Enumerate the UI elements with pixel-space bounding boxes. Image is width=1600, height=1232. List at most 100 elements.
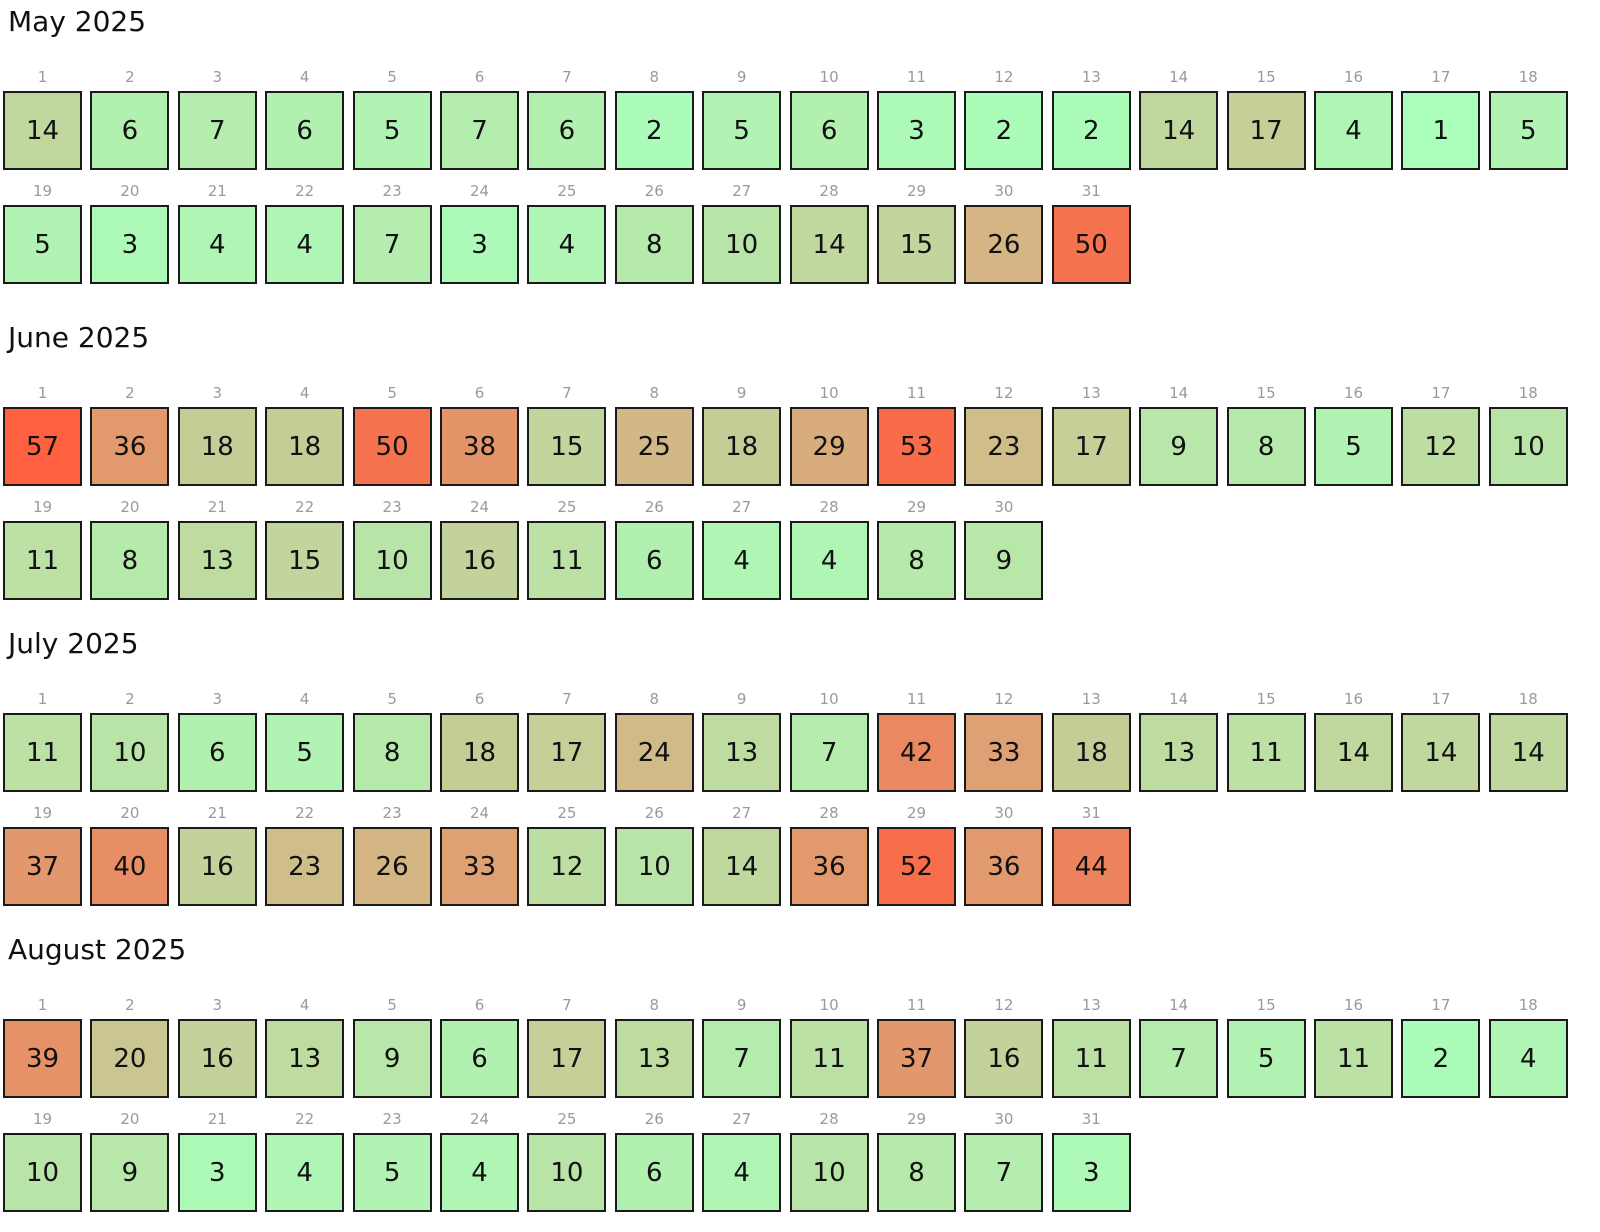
day-number: 6 — [474, 996, 485, 1014]
day-number: 31 — [1081, 804, 1101, 822]
day: 29 8 — [877, 498, 956, 600]
day-value-cell: 7 — [1139, 1019, 1219, 1098]
day-number: 29 — [906, 498, 927, 516]
day-number: 9 — [736, 384, 747, 402]
day: 12 23 — [964, 384, 1044, 486]
day-number: 20 — [120, 182, 140, 200]
day: 27 4 — [702, 498, 782, 600]
day-number: 4 — [299, 690, 310, 708]
day-value-cell: 7 — [702, 1019, 782, 1098]
day-number: 5 — [387, 996, 397, 1014]
day-number: 25 — [557, 804, 577, 822]
day: 14 14 — [1139, 68, 1219, 170]
day: 13 11 — [1051, 996, 1131, 1098]
day-value-cell: 6 — [177, 713, 257, 792]
day-value-cell: 5 — [1314, 407, 1393, 486]
day-value-cell: 44 — [1051, 827, 1131, 906]
day-value-cell: 2 — [1401, 1019, 1481, 1098]
month-section: July 2025 1 11 2 10 3 6 4 5 5 8 6 18 7 17 8 24 9 13 10 7 11 42… — [0, 626, 1600, 926]
day-value-cell: 5 — [1226, 1019, 1306, 1098]
day-value-cell: 12 — [527, 827, 607, 906]
day: 10 6 — [789, 68, 869, 170]
day-number: 17 — [1431, 690, 1451, 708]
day-value-cell: 18 — [1051, 713, 1131, 792]
day: 11 53 — [877, 384, 956, 486]
day-number: 12 — [994, 384, 1014, 402]
day: 14 7 — [1139, 996, 1219, 1098]
day-value-cell: 10 — [3, 1133, 82, 1212]
day-value-cell: 6 — [90, 91, 170, 170]
day-number: 31 — [1081, 1110, 1101, 1128]
day-value-cell: 36 — [90, 407, 170, 486]
day: 29 8 — [877, 1110, 956, 1212]
day: 22 4 — [265, 182, 345, 284]
day-value-cell: 5 — [352, 1133, 432, 1212]
day-value-cell: 38 — [440, 407, 519, 486]
day: 3 18 — [177, 384, 257, 486]
day-number: 5 — [387, 384, 397, 402]
day: 26 8 — [614, 182, 694, 284]
month-section: August 2025 1 39 2 20 3 16 4 13 5 9 6 6 7 17 8 13 9 7 10 11 1… — [0, 932, 1600, 1232]
day-number: 31 — [1081, 182, 1101, 200]
day: 21 4 — [177, 182, 257, 284]
day-number: 14 — [1169, 996, 1189, 1014]
day-value-cell: 10 — [527, 1133, 607, 1212]
day-number: 2 — [125, 690, 135, 708]
day-value-cell: 6 — [265, 91, 345, 170]
day-number: 10 — [819, 68, 839, 86]
day-number: 8 — [649, 996, 660, 1014]
day: 4 18 — [265, 384, 345, 486]
day-number: 20 — [120, 498, 140, 516]
day: 22 15 — [265, 498, 345, 600]
day: 29 15 — [877, 182, 956, 284]
day-value-cell: 7 — [964, 1133, 1044, 1212]
day-value-cell: 4 — [265, 1133, 345, 1212]
day-value-cell: 14 — [789, 205, 869, 284]
day: 8 24 — [614, 690, 694, 792]
day-value-cell: 8 — [877, 521, 956, 600]
day-value-cell: 7 — [440, 91, 519, 170]
day-number: 4 — [299, 68, 310, 86]
day-number: 21 — [207, 804, 227, 822]
day: 10 11 — [789, 996, 869, 1098]
day-number: 17 — [1431, 68, 1451, 86]
day-value-cell: 9 — [352, 1019, 432, 1098]
day-value-cell: 14 — [3, 91, 82, 170]
day: 7 17 — [527, 690, 607, 792]
day: 26 6 — [614, 1110, 694, 1212]
day: 23 7 — [352, 182, 432, 284]
day: 25 12 — [527, 804, 607, 906]
day-number: 28 — [819, 182, 839, 200]
day-value-cell: 14 — [1401, 713, 1481, 792]
day-number: 11 — [906, 996, 927, 1014]
day-value-cell: 57 — [3, 407, 82, 486]
day-number: 6 — [474, 690, 485, 708]
day: 15 11 — [1226, 690, 1306, 792]
day-number: 13 — [1081, 996, 1101, 1014]
day-value-cell: 6 — [527, 91, 607, 170]
day-number: 26 — [644, 498, 664, 516]
day-value-cell: 13 — [614, 1019, 694, 1098]
day-number: 6 — [474, 68, 485, 86]
day-value-cell: 6 — [789, 91, 869, 170]
month-section: June 2025 1 57 2 36 3 18 4 18 5 50 6 38 7 15 8 25 9 18 10 29… — [0, 320, 1600, 620]
day: 17 1 — [1401, 68, 1481, 170]
day: 6 18 — [440, 690, 519, 792]
day-value-cell: 13 — [1139, 713, 1219, 792]
day-number: 16 — [1343, 996, 1364, 1014]
day-value-cell: 1 — [1401, 91, 1481, 170]
day: 28 4 — [789, 498, 869, 600]
day: 19 11 — [3, 498, 82, 600]
day-value-cell: 15 — [265, 521, 345, 600]
day: 30 36 — [964, 804, 1044, 906]
day-number: 12 — [994, 68, 1014, 86]
day-number: 8 — [649, 384, 660, 402]
